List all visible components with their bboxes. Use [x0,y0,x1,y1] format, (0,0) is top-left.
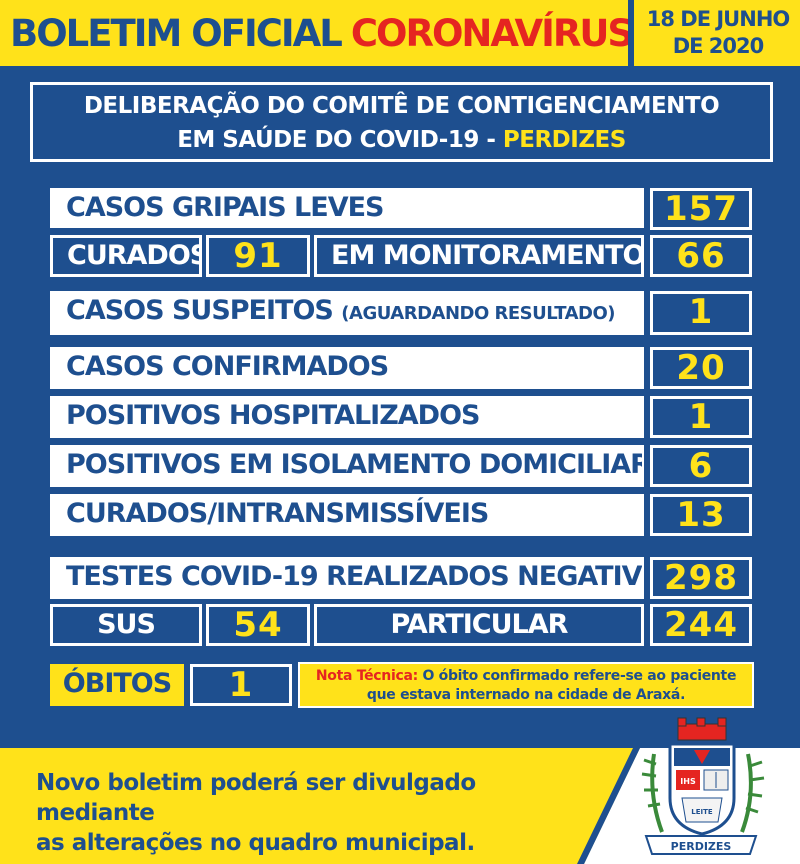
technical-note: Nota Técnica: O óbito confirmado refere-… [298,662,754,708]
bulletin-date: 18 DE JUNHO DE 2020 [640,6,796,60]
confirmados-label: CASOS CONFIRMADOS [50,347,644,389]
particular-value: 244 [650,604,752,646]
sus-label: SUS [50,604,202,646]
subtitle-line-2: EM SAÚDE DO COVID-19 - PERDIZES [33,123,770,157]
title-coronavirus: CORONAVÍRUS [350,12,634,55]
suspeitos-value: 1 [650,291,752,335]
title-official: BOLETIM OFICIAL [10,12,343,55]
bulletin-title: BOLETIM OFICIAL CORONAVÍRUS [10,8,634,60]
nota-title: Nota Técnica: [315,668,418,684]
crest-leite-text: LEITE [691,808,713,816]
confirmados-value: 20 [650,347,752,389]
particular-label: PARTICULAR [314,604,644,646]
obitos-value: 1 [190,664,292,706]
subtitle-line-1: DELIBERAÇÃO DO COMITÊ DE CONTIGENCIAMENT… [83,93,720,119]
isolamento-label: POSITIVOS EM ISOLAMENTO DOMICILIAR [50,445,644,487]
suspeitos-note: (AGUARDANDO RESULTADO) [341,303,616,324]
testes-value: 298 [650,557,752,599]
monitoramento-label: EM MONITORAMENTO [314,235,644,277]
suspeitos-label: CASOS SUSPEITOS [66,295,334,326]
hospitalizados-label: POSITIVOS HOSPITALIZADOS [50,396,644,438]
nota-text-1: O óbito confirmado refere-se ao paciente [417,668,737,684]
date-line-2: DE 2020 [672,34,765,58]
obitos-label: ÓBITOS [50,664,184,706]
curados-label: CURADOS [50,235,202,277]
testes-label: TESTES COVID-19 REALIZADOS NEGATIVOS [50,557,644,599]
casos-gripais-label: CASOS GRIPAIS LEVES [50,188,644,228]
subtitle-line-2-prefix: EM SAÚDE DO COVID-19 - [177,127,503,153]
crest-ihs-text: IHS [680,777,696,786]
header-divider [628,0,634,66]
crest-label: PERDIZES [671,840,732,853]
casos-gripais-value: 157 [650,188,752,230]
date-line-1: 18 DE JUNHO [646,7,791,31]
nota-line-1: Nota Técnica: O óbito confirmado refere-… [300,667,752,686]
curados-value: 91 [206,235,310,277]
intransmissiveis-label: CURADOS/INTRANSMISSÍVEIS [50,494,644,536]
footer-message: Novo boletim poderá ser divulgado median… [36,768,596,858]
hospitalizados-value: 1 [650,396,752,438]
committee-subtitle: DELIBERAÇÃO DO COMITÊ DE CONTIGENCIAMENT… [30,82,773,162]
footer-line-1: Novo boletim poderá ser divulgado median… [36,770,476,826]
sus-value: 54 [206,604,310,646]
isolamento-value: 6 [650,445,752,487]
monitoramento-value: 66 [650,235,752,277]
subtitle-city: PERDIZES [502,127,626,153]
intransmissiveis-value: 13 [650,494,752,536]
perdizes-coat-of-arms-icon: IHS LEITE PERDIZES [641,717,765,855]
header-bar: BOLETIM OFICIAL CORONAVÍRUS 18 DE JUNHO D… [0,0,800,66]
suspeitos-label-box: CASOS SUSPEITOS (AGUARDANDO RESULTADO) [50,291,644,335]
nota-text-2: que estava internado na cidade de Araxá. [366,687,686,703]
footer-line-2: as alterações no quadro municipal. [36,830,475,856]
